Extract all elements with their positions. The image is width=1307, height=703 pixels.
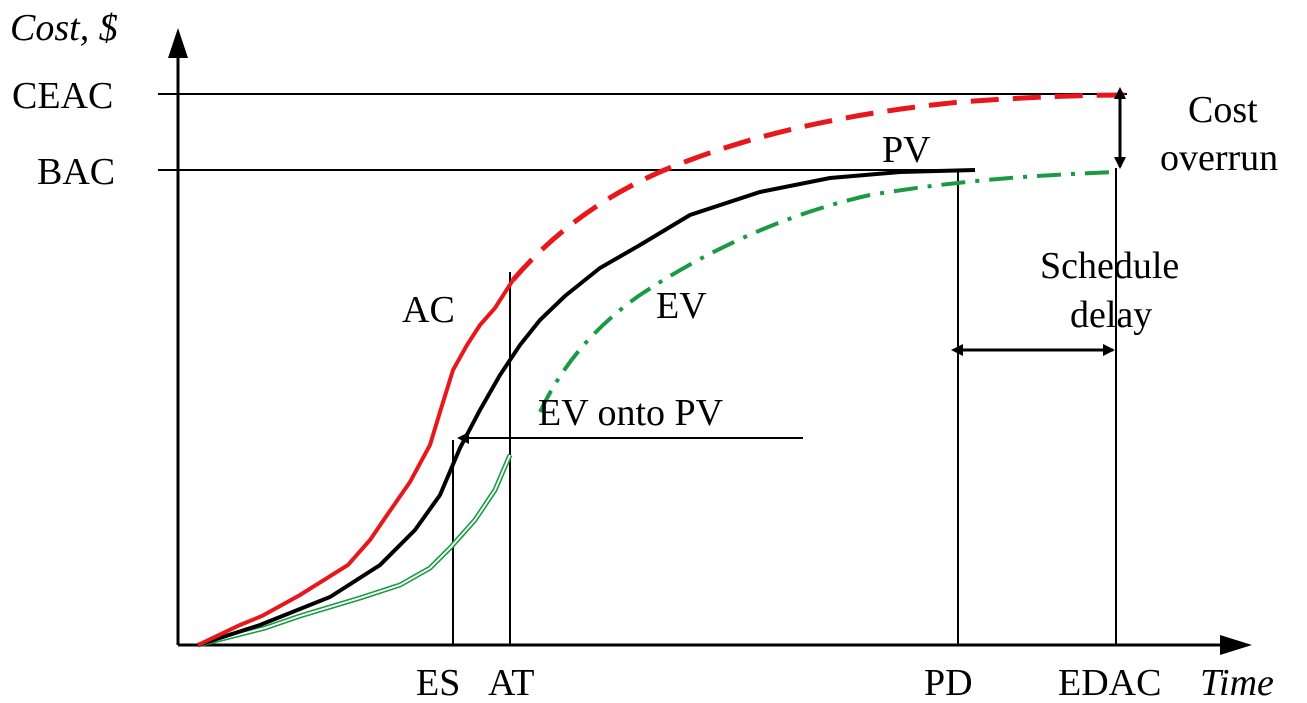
ev-onto-pv-label: EV onto PV [538, 392, 724, 434]
x-axis-arrowhead [1220, 635, 1252, 655]
ac-label: AC [402, 289, 455, 331]
x-axis-label: Time [1200, 662, 1274, 703]
edac-label: EDAC [1058, 662, 1161, 703]
ev-curve-forecast [538, 170, 1117, 413]
cost-overrun-label-line1: Cost [1188, 89, 1258, 131]
ceac-label: CEAC [12, 75, 113, 117]
ev-curve-actual-inner [197, 454, 511, 646]
schedule-delay-label-line2: delay [1070, 294, 1152, 336]
schedule-delay-label-line1: Schedule [1040, 245, 1179, 287]
pv-label: PV [882, 129, 931, 171]
ac-forecast-curve [511, 92, 1128, 282]
es-label: ES [416, 662, 460, 703]
cost-overrun-label-line2: overrun [1160, 137, 1278, 179]
y-axis-label: Cost, $ [10, 7, 118, 49]
pv-curve [197, 168, 976, 647]
ac-curve [197, 278, 515, 647]
at-label: AT [488, 662, 534, 703]
pd-label: PD [924, 662, 973, 703]
ev-label: EV [656, 285, 707, 327]
ev-curve-actual-outer [197, 454, 513, 648]
y-axis-arrowhead [168, 28, 188, 58]
bac-label: BAC [37, 151, 115, 193]
